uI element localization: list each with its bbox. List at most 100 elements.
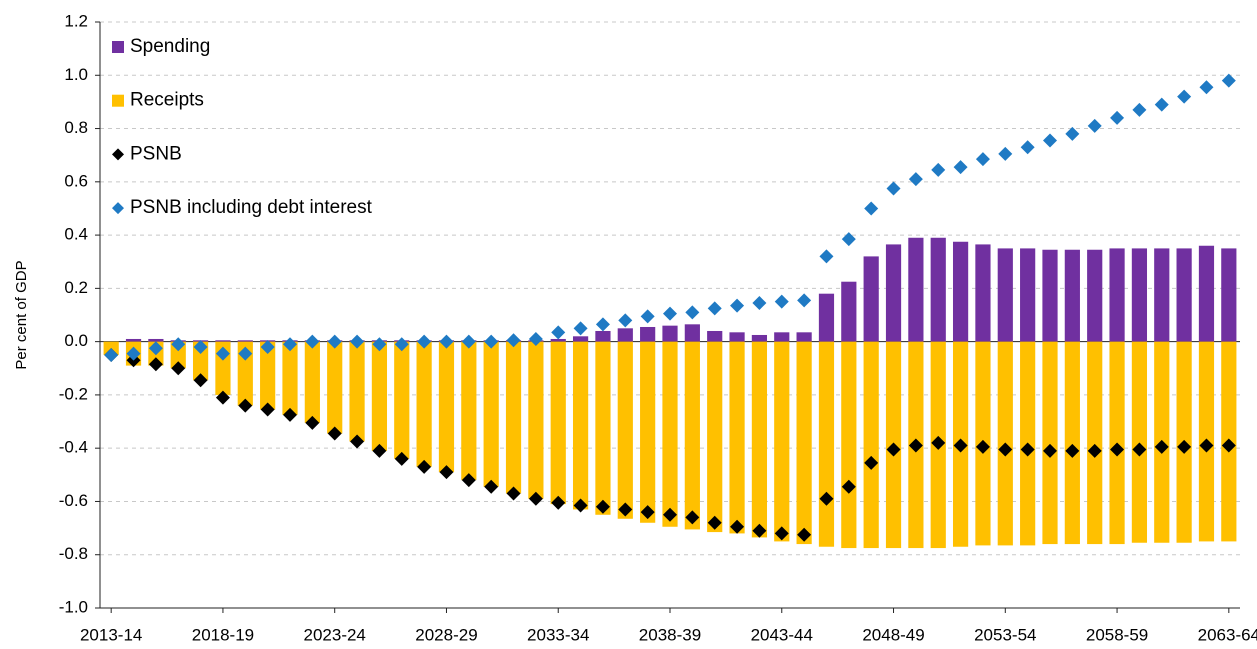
point (998, 146, 1013, 161)
bar (841, 341, 857, 549)
bar (729, 341, 745, 534)
y-tick-label: 0.2 (64, 278, 88, 297)
bar (282, 341, 298, 415)
legend-swatch (112, 202, 124, 215)
point (640, 309, 655, 324)
point (864, 455, 879, 470)
point (1132, 442, 1147, 457)
point (774, 294, 789, 309)
point (394, 337, 409, 352)
y-tick-label: 0.4 (64, 225, 88, 244)
point (148, 357, 163, 372)
bar (572, 341, 589, 510)
point (528, 331, 543, 346)
point (1043, 443, 1057, 458)
bar (751, 334, 768, 342)
point (685, 510, 700, 525)
point (908, 438, 923, 453)
point (372, 443, 387, 458)
bar (125, 338, 142, 342)
x-tick-label: 2043-44 (751, 625, 813, 644)
point (774, 526, 789, 541)
bar (707, 330, 723, 342)
point (640, 505, 655, 520)
point (394, 451, 409, 466)
point (215, 346, 230, 361)
y-tick-label: -1.0 (59, 597, 88, 616)
x-tick-label: 2033-34 (527, 625, 589, 644)
point (595, 499, 610, 514)
bar (952, 241, 969, 342)
bar (863, 256, 879, 342)
point (1087, 443, 1102, 458)
point (439, 334, 454, 349)
point (595, 317, 610, 332)
bar (684, 341, 700, 530)
point (730, 298, 745, 313)
bar (1198, 245, 1215, 342)
point (417, 459, 432, 474)
point (1154, 97, 1169, 112)
y-tick-label: 0.0 (64, 331, 88, 350)
point (573, 498, 588, 513)
point (1199, 438, 1214, 453)
point (573, 321, 588, 336)
bar (148, 338, 164, 342)
point (193, 339, 208, 354)
point (931, 435, 946, 450)
bar (1064, 341, 1080, 545)
point (260, 339, 275, 354)
point (975, 439, 990, 454)
point (104, 347, 119, 362)
point (238, 398, 253, 413)
point (797, 527, 812, 542)
x-tick-label: 2053-54 (974, 625, 1036, 644)
legend-label: Spending (130, 36, 210, 57)
bar (885, 244, 902, 342)
point (663, 306, 677, 321)
y-axis-label: Per cent of GDP (13, 260, 30, 369)
point (417, 334, 432, 349)
y-tick-label: 0.6 (64, 171, 88, 190)
point (484, 334, 499, 349)
bar (662, 325, 678, 342)
x-tick-label: 2018-19 (192, 625, 254, 644)
point (953, 160, 968, 175)
point (126, 346, 141, 361)
bar (1176, 248, 1192, 342)
point (618, 502, 633, 517)
point (305, 334, 320, 349)
bar (595, 330, 611, 342)
x-tick-label: 2028-29 (415, 625, 477, 644)
point (618, 313, 633, 328)
bar (1131, 341, 1148, 543)
point (730, 519, 745, 534)
point (1221, 73, 1236, 88)
point (506, 486, 521, 501)
bar (528, 341, 544, 499)
point (707, 301, 722, 316)
point (215, 390, 230, 405)
y-tick-label: 0.8 (64, 118, 88, 137)
point (551, 325, 566, 340)
bar (550, 341, 566, 505)
bar (237, 341, 253, 406)
bar (818, 341, 835, 547)
x-tick-label: 2058-59 (1086, 625, 1148, 644)
point (506, 333, 521, 348)
bar (1042, 249, 1058, 342)
point (864, 201, 879, 216)
point (1177, 439, 1192, 454)
point (953, 438, 968, 453)
bar (416, 341, 432, 467)
point (461, 473, 476, 488)
bar (863, 341, 879, 549)
bar (640, 326, 656, 342)
bar (1221, 248, 1237, 342)
point (372, 337, 387, 352)
x-tick-label: 2013-14 (80, 625, 142, 644)
bar (438, 341, 455, 473)
point (931, 162, 946, 177)
point (350, 334, 365, 349)
